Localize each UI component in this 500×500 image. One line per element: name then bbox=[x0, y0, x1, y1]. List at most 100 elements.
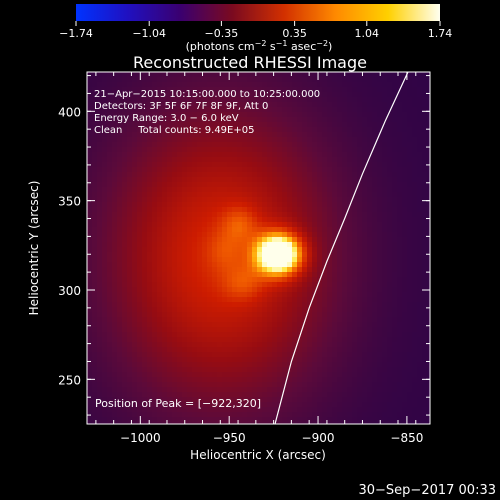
heatmap-cell bbox=[287, 222, 293, 228]
heatmap-cell bbox=[117, 222, 123, 228]
heatmap-cell bbox=[192, 167, 198, 173]
heatmap-cell bbox=[127, 112, 133, 118]
heatmap-cell bbox=[312, 312, 318, 318]
heatmap-cell bbox=[357, 147, 363, 153]
heatmap-cell bbox=[377, 287, 383, 293]
heatmap-cell bbox=[352, 247, 358, 253]
heatmap-cell bbox=[392, 92, 398, 98]
heatmap-cell bbox=[132, 252, 138, 258]
heatmap-cell bbox=[217, 302, 223, 308]
heatmap-cell bbox=[237, 212, 243, 218]
heatmap-cell bbox=[92, 412, 98, 418]
heatmap-cell bbox=[317, 72, 323, 78]
heatmap-cell bbox=[257, 152, 263, 158]
heatmap-cell bbox=[122, 137, 128, 143]
heatmap-cell bbox=[392, 152, 398, 158]
heatmap-cell bbox=[167, 407, 173, 413]
heatmap-cell bbox=[157, 222, 163, 228]
heatmap-cell bbox=[182, 157, 188, 163]
heatmap-cell bbox=[327, 272, 333, 278]
heatmap-cell bbox=[277, 282, 283, 288]
heatmap-cell bbox=[312, 207, 318, 213]
heatmap-cell bbox=[377, 117, 383, 123]
heatmap-cell bbox=[107, 117, 113, 123]
heatmap-cell bbox=[302, 127, 308, 133]
heatmap-cell bbox=[212, 272, 218, 278]
heatmap-cell bbox=[207, 417, 213, 423]
heatmap-cell bbox=[367, 312, 373, 318]
heatmap-cell bbox=[212, 417, 218, 423]
heatmap-cell bbox=[152, 87, 158, 93]
heatmap-cell bbox=[157, 407, 163, 413]
heatmap-cell bbox=[202, 147, 208, 153]
heatmap-cell bbox=[322, 392, 328, 398]
heatmap-cell bbox=[212, 122, 218, 128]
heatmap-cell bbox=[222, 402, 228, 408]
heatmap-cell bbox=[227, 402, 233, 408]
heatmap-cell bbox=[347, 417, 353, 423]
heatmap-cell bbox=[292, 117, 298, 123]
heatmap-cell bbox=[187, 267, 193, 273]
heatmap-cell bbox=[137, 127, 143, 133]
heatmap-cell bbox=[412, 167, 418, 173]
heatmap-cell bbox=[217, 247, 223, 253]
heatmap-cell bbox=[342, 387, 348, 393]
heatmap-cell bbox=[282, 402, 288, 408]
heatmap-cell bbox=[402, 347, 408, 353]
heatmap-cell bbox=[187, 317, 193, 323]
heatmap-cell bbox=[392, 272, 398, 278]
heatmap-cell bbox=[87, 182, 93, 188]
heatmap-cell bbox=[332, 237, 338, 243]
heatmap-cell bbox=[212, 282, 218, 288]
heatmap-cell bbox=[97, 82, 103, 88]
heatmap-cell bbox=[422, 237, 428, 243]
heatmap-cell bbox=[202, 232, 208, 238]
heatmap-cell bbox=[122, 147, 128, 153]
heatmap-cell bbox=[342, 357, 348, 363]
heatmap-cell bbox=[167, 127, 173, 133]
heatmap-cell bbox=[422, 342, 428, 348]
heatmap-cell bbox=[157, 422, 163, 424]
heatmap-cell bbox=[397, 172, 403, 178]
heatmap-cell bbox=[177, 422, 183, 424]
heatmap-cell bbox=[147, 272, 153, 278]
heatmap-cell bbox=[227, 332, 233, 338]
heatmap-cell bbox=[102, 147, 108, 153]
heatmap-cell bbox=[142, 292, 148, 298]
heatmap-cell bbox=[282, 87, 288, 93]
heatmap-cell bbox=[197, 352, 203, 358]
heatmap-cell bbox=[207, 297, 213, 303]
heatmap-cell bbox=[247, 132, 253, 138]
heatmap-cell bbox=[187, 367, 193, 373]
heatmap-cell bbox=[372, 282, 378, 288]
heatmap-cell bbox=[367, 217, 373, 223]
heatmap-cell bbox=[207, 122, 213, 128]
heatmap-cell bbox=[132, 307, 138, 313]
heatmap-cell bbox=[172, 302, 178, 308]
heatmap-cell bbox=[107, 102, 113, 108]
heatmap-cell bbox=[362, 392, 368, 398]
heatmap-cell bbox=[202, 392, 208, 398]
heatmap-cell bbox=[327, 222, 333, 228]
heatmap-cell bbox=[332, 92, 338, 98]
heatmap-cell bbox=[312, 107, 318, 113]
heatmap-cell bbox=[392, 222, 398, 228]
heatmap-cell bbox=[297, 132, 303, 138]
heatmap-cell bbox=[402, 187, 408, 193]
heatmap-cell bbox=[322, 272, 328, 278]
heatmap-cell bbox=[252, 277, 258, 283]
heatmap-cell bbox=[257, 182, 263, 188]
heatmap-cell bbox=[382, 177, 388, 183]
heatmap-cell bbox=[152, 102, 158, 108]
heatmap-cell bbox=[287, 132, 293, 138]
heatmap-cell bbox=[297, 177, 303, 183]
heatmap-cell bbox=[197, 347, 203, 353]
heatmap-cell bbox=[367, 282, 373, 288]
heatmap-cell bbox=[392, 312, 398, 318]
heatmap-cell bbox=[277, 327, 283, 333]
heatmap-cell bbox=[112, 212, 118, 218]
heatmap-cell bbox=[97, 357, 103, 363]
heatmap-cell bbox=[307, 87, 313, 93]
heatmap-cell bbox=[367, 387, 373, 393]
heatmap-cell bbox=[252, 92, 258, 98]
